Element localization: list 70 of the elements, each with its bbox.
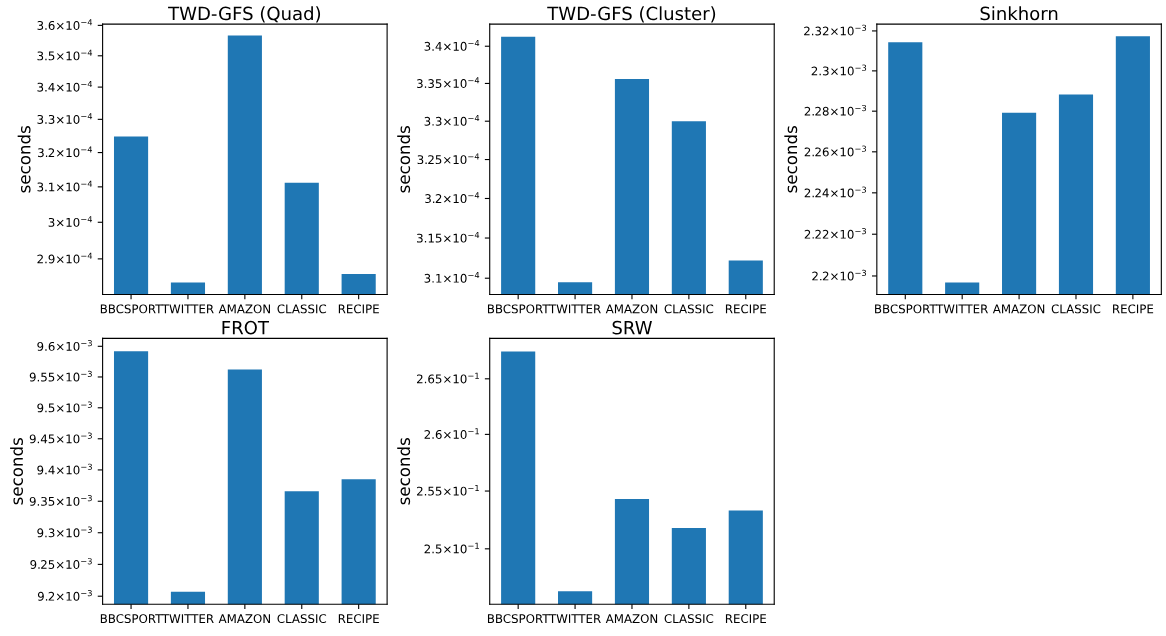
y-tick-label: 3.4×10$^{−4}$ <box>424 40 480 51</box>
y-tick-label: 3.4×10$^{−4}$ <box>37 80 93 92</box>
y-tick-label: 2.26×10$^{−3}$ <box>804 145 867 157</box>
y-tick-label: 3.15×10$^{−4}$ <box>417 231 480 243</box>
y-tick-label: 3.35×10$^{−4}$ <box>417 77 480 89</box>
y-tick-label: 9.55×10$^{−3}$ <box>29 370 92 382</box>
y-tick-label: 2.28×10$^{−3}$ <box>804 104 867 116</box>
y-tick-label: 2.55×10$^{−1}$ <box>416 484 479 496</box>
x-tick-label: TWITTER <box>548 304 601 314</box>
y-tick-label: 2.5×10$^{−1}$ <box>424 542 479 554</box>
y-axis-title: seconds <box>397 438 411 505</box>
y-tick-label: 2.22×10$^{−3}$ <box>804 227 867 239</box>
chart-title: TWD-GFS (Cluster) <box>547 6 716 23</box>
x-tick-label: BBCSPORT <box>487 304 550 314</box>
y-axis-title: seconds <box>784 126 798 193</box>
x-tick-label: AMAZON <box>218 304 270 314</box>
chart-title: Sinkhorn <box>980 6 1058 21</box>
x-tick-label: BBCSPORT <box>100 304 163 314</box>
y-axis-title: seconds <box>17 126 31 193</box>
chart-title: FROT <box>222 320 269 335</box>
y-tick-label: 9.2×10$^{−3}$ <box>37 589 92 601</box>
y-tick-label: 9.4×10$^{−3}$ <box>37 463 92 475</box>
y-tick-label: 9.35×10$^{−3}$ <box>29 494 92 506</box>
y-tick-label: 3.5×10$^{−4}$ <box>37 49 93 61</box>
y-tick-label: 9.25×10$^{−3}$ <box>30 558 92 569</box>
y-tick-label: 3.25×10$^{−4}$ <box>417 153 480 165</box>
y-tick-label: 2.2×10$^{−3}$ <box>812 269 867 281</box>
x-tick-label: AMAZON <box>218 614 270 624</box>
y-tick-label: 3.6×10$^{−4}$ <box>37 19 93 30</box>
y-tick-label: 3.1×10$^{−4}$ <box>37 180 93 192</box>
y-tick-label: 3.1×10$^{−4}$ <box>424 272 480 283</box>
y-tick-label: 2.24×10$^{−3}$ <box>804 186 867 198</box>
x-tick-label: BBCSPORT <box>487 614 550 624</box>
x-tick-label: CLASSIC <box>664 304 714 314</box>
x-tick-label: AMAZON <box>605 614 658 624</box>
y-axis-title: seconds <box>397 126 411 193</box>
x-tick-label: CLASSIC <box>277 304 327 314</box>
x-tick-label: CLASSIC <box>664 614 714 624</box>
y-tick-label: 3.3×10$^{−4}$ <box>424 115 480 126</box>
y-axis-title: seconds <box>10 438 24 505</box>
x-tick-label: RECIPE <box>338 614 379 624</box>
x-tick-label: RECIPE <box>1113 304 1154 314</box>
chart-title: SRW <box>612 320 652 335</box>
y-tick-label: 9.3×10$^{−3}$ <box>37 526 92 538</box>
y-tick-label: 2.65×10$^{−1}$ <box>416 372 479 384</box>
x-tick-label: BBCSPORT <box>875 304 937 314</box>
y-tick-label: 3.2×10$^{−4}$ <box>38 146 93 158</box>
x-tick-label: AMAZON <box>605 304 658 314</box>
chart-title: TWD-GFS (Quad) <box>168 6 321 23</box>
y-tick-label: 2.9×10$^{−4}$ <box>37 252 93 264</box>
x-tick-label: CLASSIC <box>277 614 327 624</box>
y-tick-label: 3×10$^{−4}$ <box>48 216 93 227</box>
x-tick-label: RECIPE <box>725 304 766 314</box>
y-tick-label: 9.5×10$^{−3}$ <box>37 401 92 413</box>
x-tick-label: TWITTER <box>936 304 988 314</box>
y-tick-label: 3.2×10$^{−4}$ <box>425 192 480 204</box>
y-tick-label: 9.6×10$^{−3}$ <box>37 340 92 351</box>
x-tick-label: AMAZON <box>992 304 1045 314</box>
x-tick-label: TWITTER <box>548 614 601 623</box>
y-tick-label: 3.3×10$^{−4}$ <box>37 113 93 124</box>
y-tick-label: 2.32×10$^{−3}$ <box>804 24 867 36</box>
x-tick-label: TWITTER <box>161 304 214 314</box>
x-tick-label: CLASSIC <box>1051 304 1101 314</box>
y-tick-label: 2.3×10$^{−3}$ <box>811 64 867 76</box>
y-tick-label: 2.6×10$^{−1}$ <box>424 428 479 439</box>
x-tick-label: TWITTER <box>161 614 214 623</box>
x-tick-label: BBCSPORT <box>100 614 163 624</box>
x-tick-label: RECIPE <box>338 304 379 314</box>
x-tick-label: RECIPE <box>725 614 766 624</box>
y-tick-label: 9.45×10$^{−3}$ <box>29 432 92 444</box>
